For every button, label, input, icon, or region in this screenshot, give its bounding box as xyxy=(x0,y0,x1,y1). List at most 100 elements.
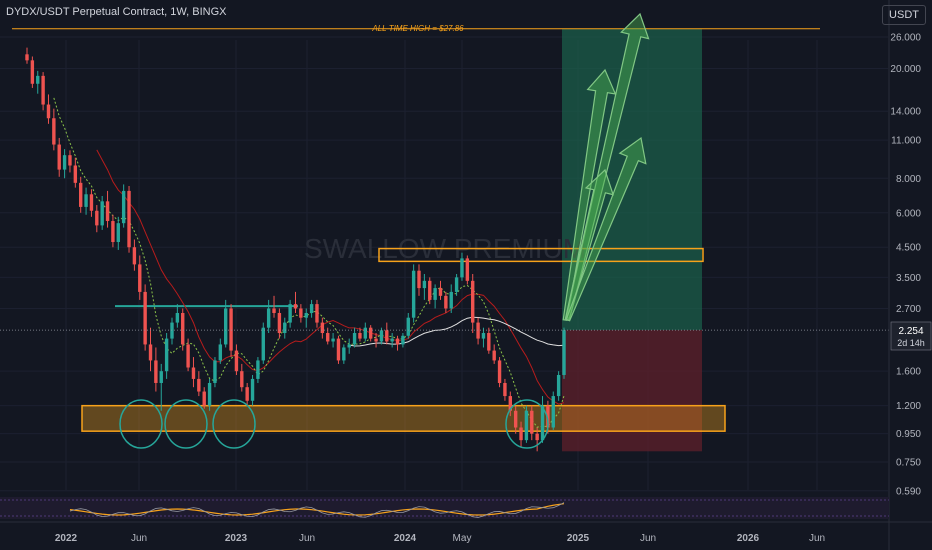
ma-long xyxy=(349,316,565,347)
ma-slow xyxy=(96,149,565,405)
x-tick-label: Jun xyxy=(640,533,656,544)
candle-body xyxy=(261,327,265,361)
candle-body xyxy=(347,344,351,348)
candle-body xyxy=(57,144,61,170)
candle-body xyxy=(68,155,72,166)
candle-body xyxy=(154,360,158,383)
candle-body xyxy=(374,338,378,342)
candle-body xyxy=(73,165,78,183)
candle-body xyxy=(513,410,518,428)
y-tick-label: 2.700 xyxy=(896,304,921,315)
x-tick-label: May xyxy=(453,533,472,544)
y-tick-label: 0.590 xyxy=(896,486,921,497)
candle-body xyxy=(342,347,346,361)
chart-title: DYDX/USDT Perpetual Contract, 1W, BINGX xyxy=(6,6,227,18)
bottom-circle xyxy=(119,399,163,449)
candle-body xyxy=(363,327,368,339)
candles xyxy=(25,47,566,452)
candle-body xyxy=(79,182,83,207)
candle-body xyxy=(315,304,319,323)
candle-body xyxy=(390,338,394,342)
candle-body xyxy=(202,391,206,406)
candle-body xyxy=(105,201,110,222)
candle-body xyxy=(89,194,94,211)
candle-body xyxy=(395,338,400,345)
x-tick-label: 2026 xyxy=(737,533,760,544)
x-tick-label: Jun xyxy=(131,533,147,544)
candle-body xyxy=(497,360,502,383)
candle-body xyxy=(213,360,217,383)
y-tick-label: 14.000 xyxy=(890,107,921,118)
countdown: 2d 14h xyxy=(897,338,925,348)
candle-body xyxy=(433,288,437,300)
candle-body xyxy=(207,382,212,406)
bottom-circles xyxy=(119,399,549,449)
candle-body xyxy=(508,396,512,411)
candle-body xyxy=(336,338,341,361)
candle-body xyxy=(368,327,373,339)
target-zone xyxy=(562,28,702,331)
y-tick-label: 0.950 xyxy=(896,429,921,440)
y-tick-label: 1.600 xyxy=(896,367,921,378)
candle-body xyxy=(476,322,480,339)
candle-body xyxy=(293,304,298,309)
bottom-circle xyxy=(212,399,256,449)
candle-body xyxy=(191,367,196,379)
candle-body xyxy=(272,308,276,313)
candle-body xyxy=(250,378,255,401)
candle-body xyxy=(519,427,523,441)
indicator-signal xyxy=(69,502,565,518)
candle-body xyxy=(379,330,384,342)
candle-body xyxy=(229,308,233,351)
candle-body xyxy=(492,350,496,361)
candle-body xyxy=(277,312,282,334)
candle-body xyxy=(320,322,325,334)
support-zone xyxy=(81,404,726,432)
y-tick-label: 0.750 xyxy=(896,458,921,469)
y-tick-label: 11.000 xyxy=(891,136,921,147)
candle-body xyxy=(138,264,142,292)
candle-body xyxy=(223,308,228,345)
candle-body xyxy=(460,258,464,278)
indicator-pane xyxy=(0,497,889,519)
x-tick-label: Jun xyxy=(299,533,315,544)
candle-body xyxy=(218,344,223,361)
candle-body xyxy=(111,221,115,243)
candle-body xyxy=(288,304,292,323)
candle-body xyxy=(159,371,163,383)
candle-body xyxy=(535,433,539,441)
candle-body xyxy=(411,270,416,318)
x-tick-label: 2023 xyxy=(225,533,248,544)
candle-body xyxy=(266,308,271,328)
last-price-value: 2.254 xyxy=(898,326,923,337)
candle-body xyxy=(41,75,45,105)
moving-averages xyxy=(53,97,565,428)
x-tick-label: 2025 xyxy=(567,533,590,544)
candle-body xyxy=(121,190,126,224)
currency-button[interactable]: USDT xyxy=(882,5,926,25)
time-axis[interactable]: 2022 Jun 2023 Jun 2024 May 2025 Jun 2026 Jun xyxy=(0,521,932,544)
candle-body xyxy=(481,333,486,339)
candle-body xyxy=(240,371,244,388)
y-tick-label: 20.000 xyxy=(890,64,921,75)
candle-body xyxy=(540,405,545,441)
candle-body xyxy=(95,210,99,226)
candle-body xyxy=(52,118,56,145)
candle-body xyxy=(36,75,40,84)
ath-label: ALL TIME HIGH = $27.86 xyxy=(371,24,464,33)
candle-body xyxy=(444,295,448,309)
price-axis[interactable]: 26.000 20.000 14.000 11.000 8.000 6.000 4.500 3… xyxy=(888,0,921,550)
candle-body xyxy=(438,288,443,296)
candle-body xyxy=(84,194,88,207)
candle-body xyxy=(283,322,287,334)
y-tick-label: 4.500 xyxy=(896,243,921,254)
candle-body xyxy=(25,54,29,61)
y-tick-label: 26.000 xyxy=(890,33,921,44)
last-price-tag: 2.254 2d 14h xyxy=(890,321,932,351)
candle-body xyxy=(385,330,389,342)
candle-body xyxy=(132,247,137,265)
candle-body xyxy=(530,410,534,434)
target-arrow xyxy=(565,12,650,320)
candle-body xyxy=(245,387,249,401)
